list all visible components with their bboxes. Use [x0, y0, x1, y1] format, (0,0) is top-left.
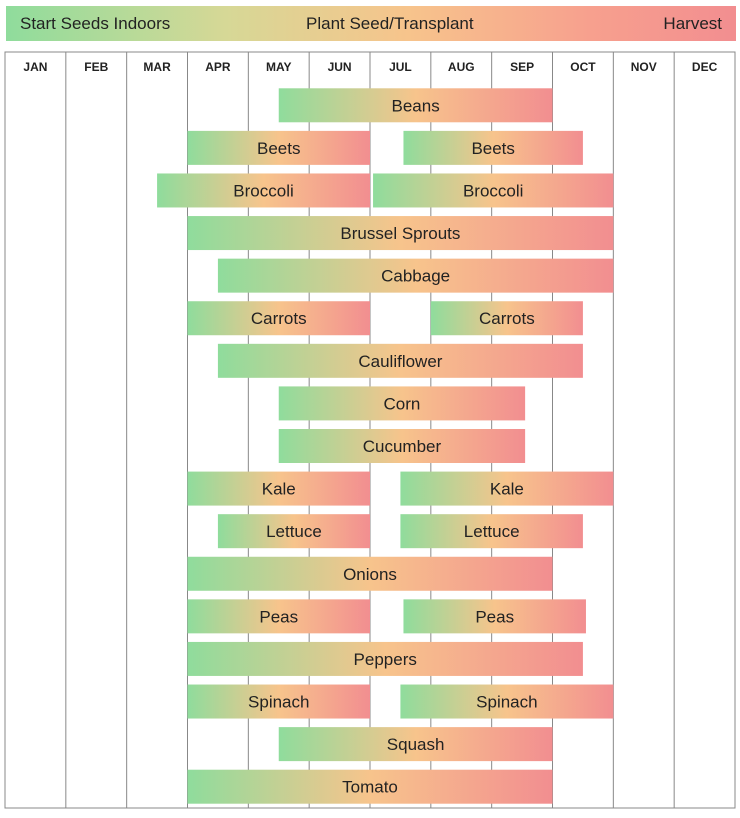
- legend-gradient-bar: Start Seeds Indoors Plant Seed/Transplan…: [6, 6, 736, 41]
- crop-bar: [187, 301, 370, 336]
- crop-bar: [400, 471, 614, 506]
- crop-bar: [217, 514, 370, 549]
- crop-bar-label: Spinach: [476, 693, 537, 712]
- crop-bar-label: Onions: [343, 565, 397, 584]
- month-label: JUN: [328, 60, 352, 74]
- crop-bar-label: Broccoli: [463, 181, 523, 200]
- crop-bar-label: Tomato: [342, 778, 398, 797]
- crop-bar-label: Beets: [257, 139, 300, 158]
- crop-bar: [278, 429, 526, 463]
- month-label: OCT: [570, 60, 596, 74]
- crop-bar: [217, 258, 614, 293]
- crop-bar-label: Brussel Sprouts: [340, 224, 460, 243]
- crop-bar-label: Kale: [490, 480, 524, 499]
- month-label: AUG: [448, 60, 475, 74]
- crop-bar-label: Lettuce: [266, 522, 322, 541]
- crop-bar-label: Spinach: [248, 693, 309, 712]
- crop-bar-label: Broccoli: [233, 181, 293, 200]
- legend-plant-label: Plant Seed/Transplant: [306, 14, 474, 33]
- month-label: JAN: [23, 60, 47, 74]
- crop-bar: [217, 343, 583, 378]
- crop-bar: [400, 514, 583, 549]
- crop-bar: [403, 130, 583, 165]
- crop-bar-label: Cucumber: [363, 437, 442, 456]
- crop-bar: [187, 556, 553, 591]
- crop-bar-label: Lettuce: [464, 522, 520, 541]
- crop-bar-label: Beets: [471, 139, 514, 158]
- crop-bar: [400, 684, 614, 719]
- crop-bar-label: Peas: [259, 607, 298, 626]
- crop-bar-label: Squash: [387, 735, 445, 754]
- month-label: FEB: [84, 60, 108, 74]
- crop-bar: [187, 599, 370, 634]
- legend-start-label: Start Seeds Indoors: [20, 14, 171, 33]
- month-label: SEP: [510, 60, 534, 74]
- crop-bar: [278, 386, 526, 421]
- crop-bar: [430, 301, 583, 336]
- month-label: MAR: [143, 60, 171, 74]
- crop-bar: [403, 599, 586, 634]
- month-label: JUL: [389, 60, 412, 74]
- crop-bar-label: Peas: [475, 607, 514, 626]
- month-label: APR: [205, 60, 231, 74]
- crop-bar: [187, 769, 553, 804]
- crop-bar: [278, 727, 553, 762]
- crop-bar-label: Cauliflower: [358, 352, 442, 371]
- crop-bar: [187, 641, 583, 676]
- month-label: MAY: [266, 60, 292, 74]
- legend-harvest-label: Harvest: [663, 14, 722, 33]
- crop-bar-label: Carrots: [479, 309, 535, 328]
- crop-bar-label: Corn: [384, 394, 421, 413]
- month-label: DEC: [692, 60, 718, 74]
- month-label: NOV: [631, 60, 657, 74]
- crop-bar-label: Beans: [392, 96, 440, 115]
- crop-bar: [187, 471, 370, 506]
- crop-bar-label: Peppers: [354, 650, 417, 669]
- crop-bar-label: Carrots: [251, 309, 307, 328]
- crop-bar: [187, 130, 370, 165]
- crop-bar: [187, 684, 370, 719]
- crop-bar: [373, 173, 614, 208]
- crop-bar: [278, 88, 553, 123]
- crop-bar-label: Cabbage: [381, 267, 450, 286]
- crop-bar: [187, 216, 614, 251]
- crop-bar: [157, 173, 370, 208]
- crop-bar-label: Kale: [262, 480, 296, 499]
